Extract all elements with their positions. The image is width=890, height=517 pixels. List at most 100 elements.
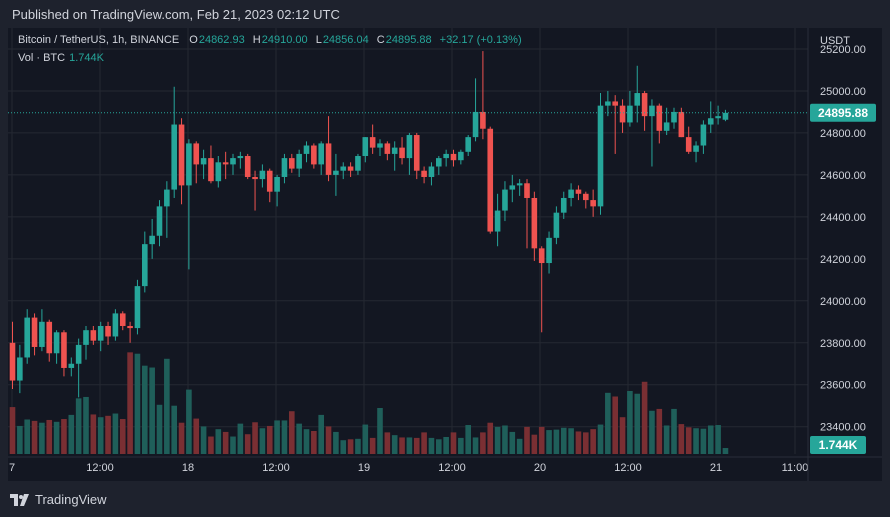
candle-body <box>391 147 398 154</box>
candle-body <box>450 153 457 161</box>
candle-body <box>208 158 214 182</box>
candle-body <box>583 193 589 201</box>
candle-body <box>340 166 347 171</box>
volume-bar <box>164 358 170 454</box>
candle-body <box>68 363 75 368</box>
candle-body <box>369 137 376 148</box>
volume-bar <box>266 425 273 454</box>
volume-bar <box>97 417 104 454</box>
last-price-badge <box>810 103 876 122</box>
tradingview-logo-icon <box>10 493 29 506</box>
volume-bar <box>252 422 258 454</box>
candle-body <box>443 153 449 159</box>
candle-body <box>134 286 141 329</box>
high-value: 24910.00 <box>261 34 308 46</box>
candle-body <box>105 325 111 337</box>
volume-bar <box>46 419 53 454</box>
volume-bar <box>83 396 89 454</box>
volume-bar <box>575 431 582 454</box>
candle-body <box>663 122 670 131</box>
x-tick-label: 12:00 <box>438 462 466 474</box>
candle-body <box>627 105 633 123</box>
candle-body <box>421 170 427 177</box>
candle-body <box>289 158 295 169</box>
candles <box>9 51 729 398</box>
candle-body <box>53 332 60 354</box>
candle-body <box>274 176 280 192</box>
candle-body <box>487 128 494 232</box>
volume-bar <box>524 426 530 454</box>
y-tick-label: 24200.00 <box>820 254 866 266</box>
volume-bar <box>259 428 266 454</box>
candle-body <box>546 237 552 264</box>
candle-body <box>24 317 30 358</box>
volume-bar <box>215 429 222 454</box>
volume-bar <box>281 420 288 454</box>
volume-bar <box>355 438 361 454</box>
volume-bar <box>597 424 604 454</box>
candle-body <box>641 93 648 117</box>
volume-bar <box>707 425 714 454</box>
candle-body <box>17 357 23 381</box>
volume-bar <box>303 429 310 454</box>
volume-bar <box>487 422 494 454</box>
volume-bar <box>502 425 508 454</box>
open-value: 24862.93 <box>198 34 245 46</box>
candle-body <box>259 170 266 180</box>
published-text: Published on TradingView.com, Feb 21, 20… <box>12 7 340 22</box>
top-bar: Published on TradingView.com, Feb 21, 20… <box>0 0 890 28</box>
brand[interactable]: TradingView <box>10 492 107 507</box>
volume-bar <box>406 437 413 454</box>
volume-bar <box>142 365 148 454</box>
volume-bar <box>237 423 244 454</box>
candle-body <box>244 156 251 177</box>
candle-body <box>465 137 471 152</box>
candle-body <box>502 189 508 211</box>
candle-body <box>524 183 530 198</box>
volume-bar <box>289 411 295 454</box>
y-tick-label: 24400.00 <box>820 212 866 224</box>
candle-body <box>97 325 104 341</box>
volume-bar <box>112 413 119 454</box>
volume-bar <box>208 436 214 454</box>
volume-bar <box>134 353 141 454</box>
volume-bar <box>296 423 302 454</box>
volume-bar <box>333 431 339 454</box>
volume-bar <box>156 404 163 454</box>
candle-body <box>178 124 185 186</box>
volume-bar <box>39 422 45 454</box>
y-axis-currency: USDT <box>820 35 850 47</box>
candle-body <box>325 143 332 175</box>
candle-body <box>509 185 516 190</box>
x-tick-label: 11:00 <box>782 462 809 474</box>
ohlc-legend: Bitcoin / TetherUS, 1h, BINANCE O24862.9… <box>18 34 523 46</box>
x-tick-label: 18 <box>182 462 194 474</box>
volume-bar <box>560 427 567 454</box>
x-tick-label: 19 <box>358 462 370 474</box>
volume-bar <box>627 390 633 454</box>
volume-bar <box>436 439 442 454</box>
volume-bar <box>200 426 207 454</box>
volume-bar <box>399 437 405 454</box>
candle-body <box>531 197 538 249</box>
candle-body <box>480 111 486 129</box>
candle-body <box>362 137 369 157</box>
candle-body <box>252 176 258 180</box>
volume-bar <box>450 432 457 454</box>
volume-bar <box>384 432 391 454</box>
candle-body <box>590 200 596 207</box>
candle-body <box>193 143 200 165</box>
candle-body <box>311 145 317 165</box>
volume-bar <box>222 431 229 454</box>
candle-body <box>538 248 545 264</box>
volume-bar <box>465 425 471 454</box>
candle-body <box>634 93 641 106</box>
candle-body <box>9 342 16 381</box>
candle-body <box>656 105 663 131</box>
candle-body <box>237 156 244 159</box>
volume-bar <box>428 437 435 454</box>
candle-body <box>715 116 721 119</box>
high-label: H <box>252 34 261 46</box>
